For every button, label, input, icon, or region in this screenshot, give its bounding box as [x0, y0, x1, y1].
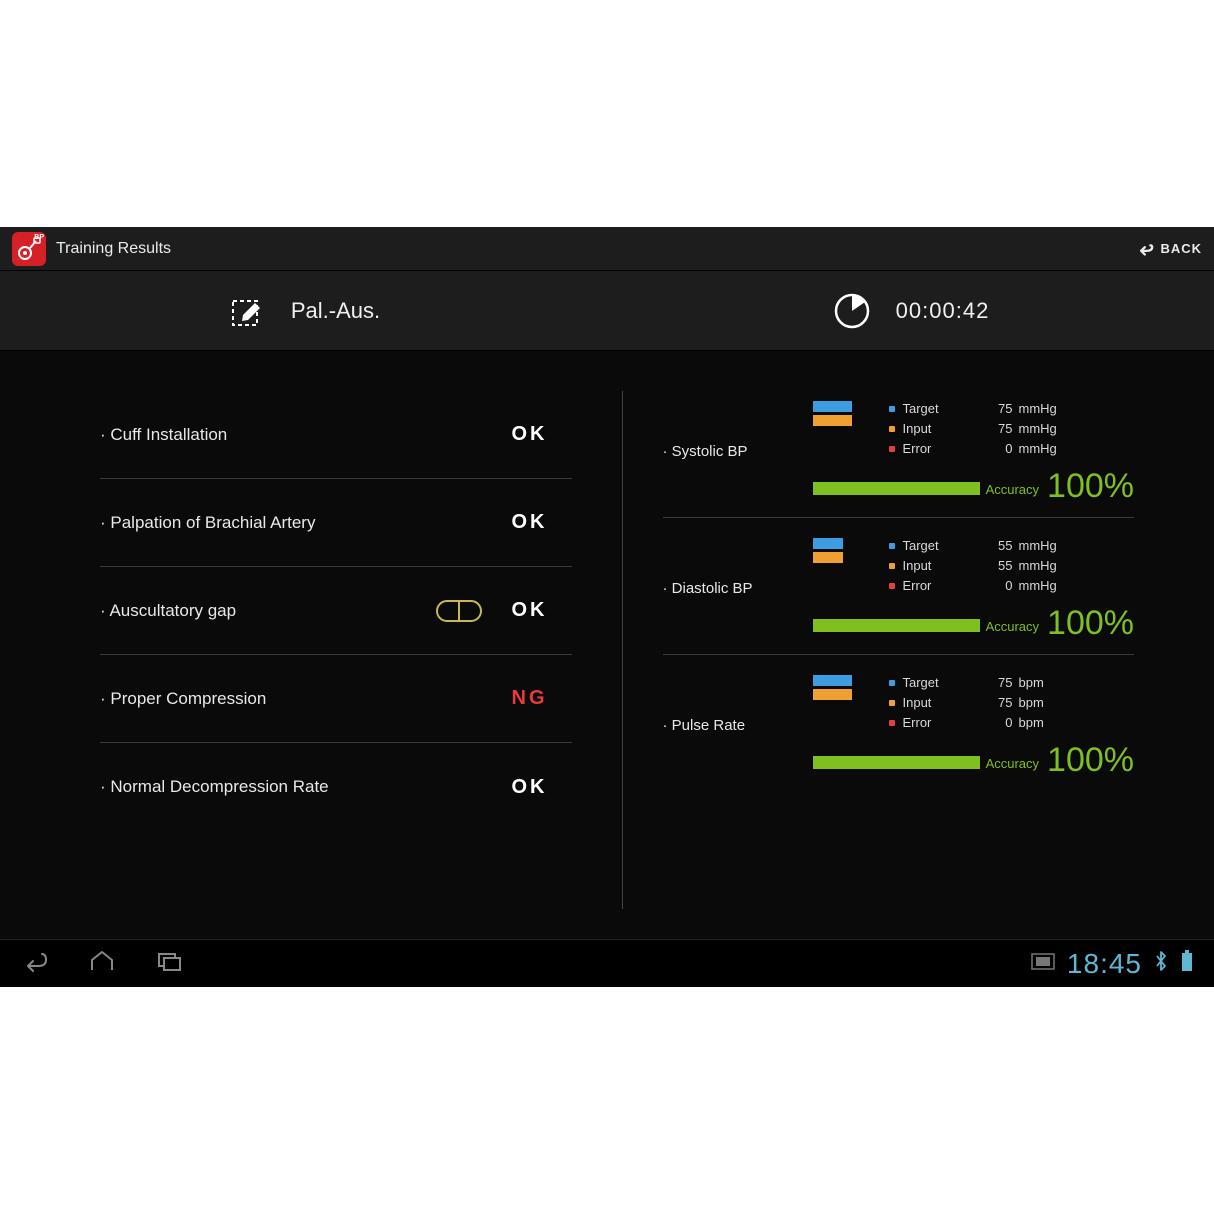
app-icon: BP [12, 232, 46, 266]
accuracy-row: Accuracy 100% [813, 606, 1135, 640]
pill-icon [436, 600, 482, 622]
nav-home-button[interactable] [88, 950, 116, 977]
legend-row: Target55mmHg [889, 536, 1135, 556]
legend-row: Target75bpm [889, 673, 1135, 693]
edit-icon [227, 291, 267, 331]
bluetooth-icon [1154, 951, 1168, 976]
legend: Target75mmHgInput75mmHgError0mmHg [889, 399, 1135, 459]
metric-details: Target75bpmInput75bpmError0bpm Accuracy 10… [813, 673, 1135, 777]
checks-panel: Cuff InstallationOKPalpation of Brachial… [40, 381, 622, 919]
legend-row: Input55mmHg [889, 556, 1135, 576]
accuracy-bar [813, 619, 980, 632]
metric-name: Systolic BP [663, 399, 793, 503]
check-row: Auscultatory gap OK [100, 567, 572, 655]
legend-row: Error0mmHg [889, 439, 1135, 459]
accuracy-label: Accuracy [986, 756, 1039, 771]
check-row: Normal Decompression RateOK [100, 743, 572, 831]
metric-block: Systolic BPTarget75mmHgInput75mmHgError0… [663, 381, 1135, 518]
metric-details: Target55mmHgInput55mmHgError0mmHg Accurac… [813, 536, 1135, 640]
legend-row: Error0bpm [889, 713, 1135, 733]
metric-details: Target75mmHgInput75mmHgError0mmHg Accurac… [813, 399, 1135, 503]
accuracy-value: 100% [1047, 743, 1134, 777]
check-label: Auscultatory gap [100, 601, 436, 621]
back-arrow-icon [1132, 238, 1154, 260]
timer-section: 00:00:42 [607, 291, 1214, 331]
battery-icon [1180, 950, 1194, 977]
back-label: BACK [1160, 241, 1202, 256]
screenshot-icon [1031, 951, 1055, 976]
tablet-screen: BP Training Results BACK Pal.-Aus. 00:00… [0, 227, 1214, 987]
legend-row: Input75mmHg [889, 419, 1135, 439]
check-row: Cuff InstallationOK [100, 391, 572, 479]
accuracy-row: Accuracy 100% [813, 743, 1135, 777]
back-button[interactable]: BACK [1132, 238, 1202, 260]
legend-row: Input75bpm [889, 693, 1135, 713]
page-title: Training Results [56, 240, 171, 258]
legend-row: Target75mmHg [889, 399, 1135, 419]
clock-icon [832, 291, 872, 331]
android-nav-bar: 18:45 [0, 939, 1214, 987]
check-status: OK [512, 423, 572, 446]
metric-block: Diastolic BPTarget55mmHgInput55mmHgError… [663, 518, 1135, 655]
check-status: OK [512, 599, 572, 622]
sub-header: Pal.-Aus. 00:00:42 [0, 271, 1214, 351]
accuracy-bar [813, 756, 980, 769]
status-clock: 18:45 [1067, 948, 1142, 980]
check-status: OK [512, 511, 572, 534]
legend: Target75bpmInput75bpmError0bpm [889, 673, 1135, 733]
metrics-panel: Systolic BPTarget75mmHgInput75mmHgError0… [623, 381, 1175, 919]
metric-name: Diastolic BP [663, 536, 793, 640]
accuracy-bar [813, 482, 980, 495]
content-area: Cuff InstallationOKPalpation of Brachial… [0, 351, 1214, 939]
check-label: Cuff Installation [100, 425, 512, 445]
app-top-bar: BP Training Results BACK [0, 227, 1214, 271]
check-label: Normal Decompression Rate [100, 777, 512, 797]
app-badge: BP [34, 234, 44, 241]
timer-value: 00:00:42 [896, 298, 990, 324]
mode-label: Pal.-Aus. [291, 298, 380, 324]
nav-back-button[interactable] [20, 950, 48, 977]
check-label: Palpation of Brachial Artery [100, 513, 512, 533]
mini-bars [813, 399, 873, 459]
metric-name: Pulse Rate [663, 673, 793, 777]
accuracy-value: 100% [1047, 606, 1134, 640]
check-label: Proper Compression [100, 689, 512, 709]
check-row: Proper CompressionNG [100, 655, 572, 743]
check-status: NG [512, 687, 572, 710]
accuracy-value: 100% [1047, 469, 1134, 503]
accuracy-label: Accuracy [986, 482, 1039, 497]
nav-recent-button[interactable] [156, 950, 184, 977]
metric-block: Pulse RateTarget75bpmInput75bpmError0bpm… [663, 655, 1135, 791]
check-row: Palpation of Brachial ArteryOK [100, 479, 572, 567]
legend-row: Error0mmHg [889, 576, 1135, 596]
mini-bars [813, 673, 873, 733]
mode-section: Pal.-Aus. [0, 291, 607, 331]
legend: Target55mmHgInput55mmHgError0mmHg [889, 536, 1135, 596]
check-status: OK [512, 776, 572, 799]
accuracy-row: Accuracy 100% [813, 469, 1135, 503]
mini-bars [813, 536, 873, 596]
accuracy-label: Accuracy [986, 619, 1039, 634]
